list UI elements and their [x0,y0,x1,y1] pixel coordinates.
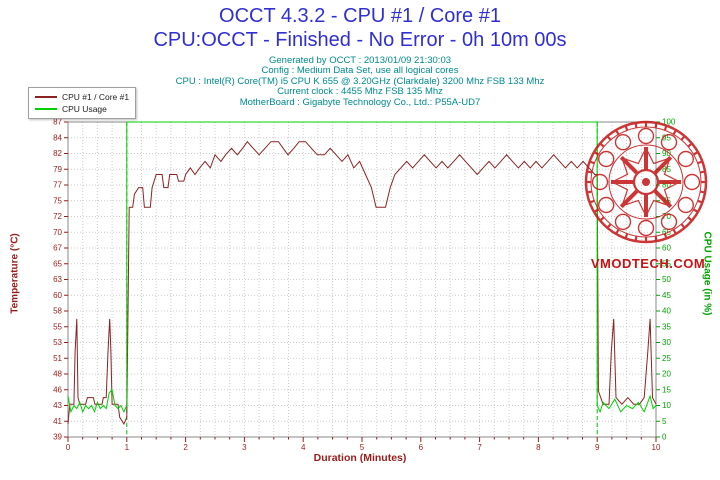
svg-text:0: 0 [66,443,71,452]
svg-text:82: 82 [53,149,62,158]
system-info-block: Generated by OCCT : 2013/01/09 21:30:03 … [0,55,720,108]
svg-text:15: 15 [662,385,671,394]
series-line-1 [67,121,657,414]
x-axis-title: Duration (Minutes) [313,452,407,464]
svg-text:77: 77 [53,181,62,190]
legend-temperature-label: CPU #1 / Core #1 [62,92,130,102]
svg-text:79: 79 [53,165,62,174]
svg-text:2: 2 [183,443,188,452]
page-title: OCCT 4.3.2 - CPU #1 / Core #1 [219,5,501,27]
svg-text:46: 46 [53,385,62,394]
svg-text:51: 51 [53,354,62,363]
left-axis-ticks: 87 84 82 79 77 75 72 70 67 65 63 60 58 55 53 51 48 46 43 41… [53,118,68,442]
watermark-emblem-icon [584,120,708,244]
svg-text:3: 3 [242,443,247,452]
svg-text:39: 39 [53,433,62,442]
svg-text:25: 25 [662,354,671,363]
chart-canvas: 8784827977757270676563605855535148464341… [53,118,676,452]
temperature-line-swatch [35,96,57,98]
svg-text:6: 6 [419,443,424,452]
svg-text:45: 45 [662,291,671,300]
svg-text:53: 53 [53,338,62,347]
info-generated-line: Generated by OCCT : 2013/01/09 21:30:03 [268,55,452,66]
svg-text:50: 50 [662,275,671,284]
watermark-text: VMODTECH.COM [590,256,706,271]
svg-text:70: 70 [53,228,62,237]
info-config-line: Config : Medium Data Set, use all logica… [261,65,459,77]
x-axis-ticks: 0 1 2 3 4 5 6 7 8 9 10 [66,437,661,452]
svg-text:1: 1 [125,443,130,452]
svg-text:72: 72 [53,212,62,221]
svg-text:9: 9 [595,443,600,452]
legend-item-temperature: CPU #1 / Core #1 [35,91,129,103]
chart-legend: CPU #1 / Core #1 CPU Usage [28,87,137,119]
svg-text:67: 67 [53,244,62,253]
svg-text:58: 58 [53,307,62,316]
info-clock-line: Current clock : 4455 Mhz FSB 135 Mhz [277,86,443,98]
svg-text:48: 48 [53,370,62,379]
svg-text:5: 5 [360,443,365,452]
svg-text:10: 10 [652,443,661,452]
svg-text:0: 0 [662,433,667,442]
grid-lines [68,122,656,437]
svg-text:60: 60 [53,291,62,300]
svg-text:10: 10 [662,401,671,410]
svg-text:70: 70 [662,212,671,221]
svg-text:40: 40 [662,307,671,316]
svg-text:7: 7 [477,443,482,452]
svg-text:41: 41 [53,417,62,426]
series-line-0 [67,140,657,425]
svg-text:65: 65 [53,259,62,268]
legend-item-cpu-usage: CPU Usage [35,103,129,115]
report-status-line: CPU:OCCT - Finished - No Error - 0h 10m … [153,29,567,51]
svg-text:55: 55 [53,322,62,331]
legend-cpu-usage-label: CPU Usage [62,104,107,114]
svg-text:95: 95 [662,133,671,142]
svg-text:63: 63 [53,275,62,284]
svg-text:80: 80 [662,181,671,190]
svg-text:87: 87 [53,118,62,127]
svg-text:65: 65 [662,228,671,237]
svg-text:20: 20 [662,370,671,379]
svg-text:5: 5 [662,417,667,426]
svg-text:4: 4 [301,443,306,452]
svg-text:30: 30 [662,338,671,347]
svg-text:60: 60 [662,244,671,253]
svg-text:35: 35 [662,322,671,331]
svg-text:100: 100 [662,118,676,127]
svg-text:84: 84 [53,133,62,142]
svg-text:90: 90 [662,149,671,158]
info-motherboard-line: MotherBoard : Gigabyte Technology Co., L… [239,96,481,108]
left-axis-title: Temperature (°C) [9,233,21,314]
svg-text:43: 43 [53,401,62,410]
info-cpu-line: CPU : Intel(R) Core(TM) i5 CPU K 655 @ 3… [175,75,545,87]
svg-text:55: 55 [662,259,671,268]
cpu-usage-line-swatch [35,108,57,110]
svg-text:75: 75 [53,197,62,206]
svg-text:8: 8 [536,443,541,452]
